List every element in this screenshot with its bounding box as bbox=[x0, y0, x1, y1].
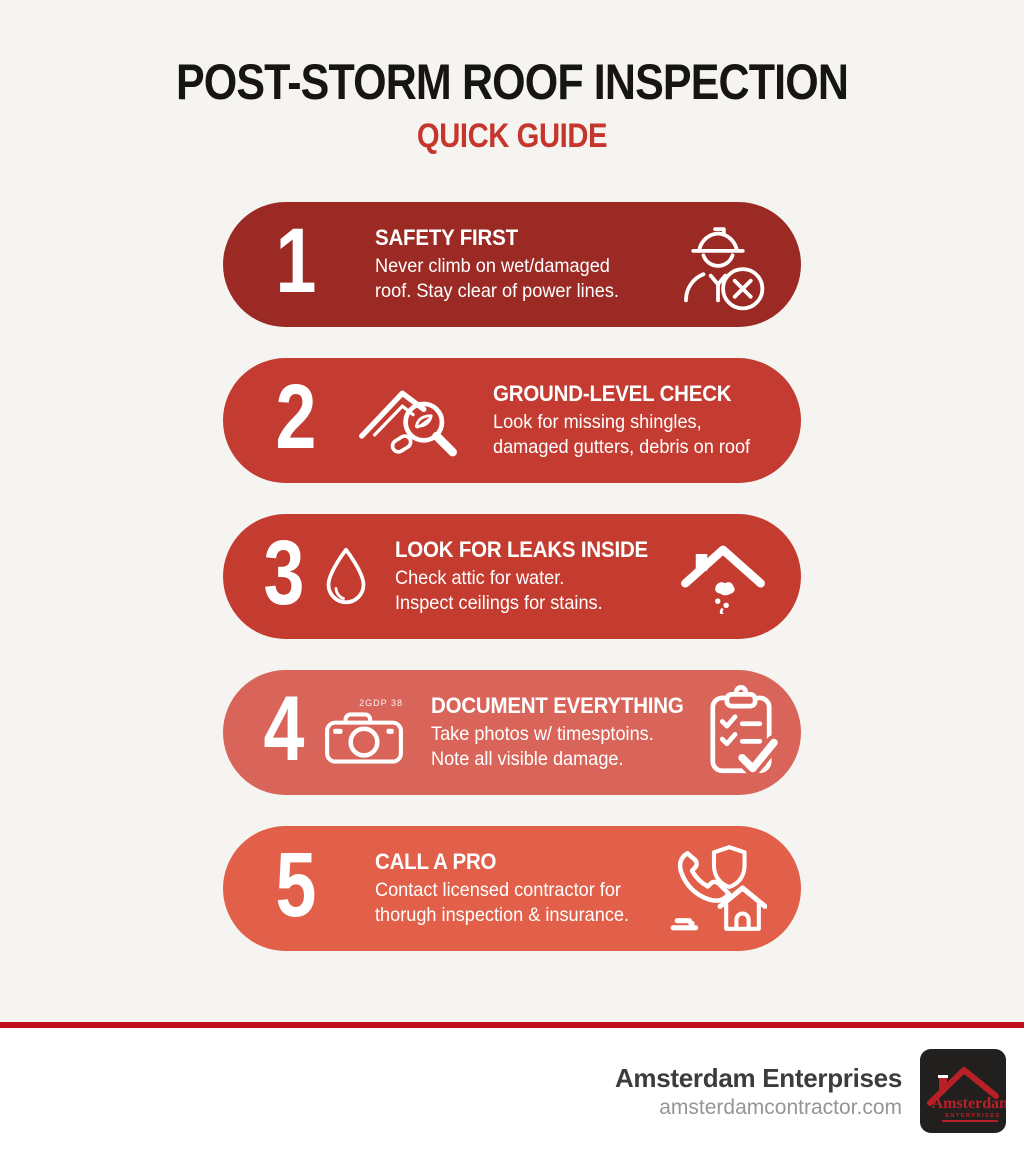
step-card-call-a-pro: 5 CALL A PRO Contact licensed contractor… bbox=[223, 825, 801, 951]
step-line-1: Contact licensed contractor for bbox=[375, 878, 621, 901]
header: POST-STORM ROOF INSPECTION QUICK GUIDE bbox=[0, 0, 1024, 156]
step-number: 4 bbox=[263, 678, 305, 780]
worker-no-climb-icon bbox=[669, 216, 767, 312]
step-card-document-everything: 4 2GDP 38 DOCUMENT EVERYTHING Take photo… bbox=[223, 669, 801, 795]
clipboard-check-icon bbox=[703, 685, 779, 779]
step-text: SAFETY FIRST Never climb on wet/damaged … bbox=[375, 225, 619, 304]
company-logo: Amsterdam ENTERPRISES bbox=[920, 1049, 1006, 1133]
step-line-2: damaged gutters, debris on roof bbox=[493, 435, 751, 458]
footer: Amsterdam Enterprises amsterdamcontracto… bbox=[0, 1028, 1024, 1154]
steps-list: 1 SAFETY FIRST Never climb on wet/damage… bbox=[0, 201, 1024, 951]
step-line-2: Inspect ceilings for stains. bbox=[395, 591, 603, 614]
step-card-ground-level-check: 2 GROUND-LEVEL CHECK Look for missing sh… bbox=[223, 357, 801, 483]
website-url[interactable]: amsterdamcontractor.com bbox=[659, 1095, 902, 1119]
step-line-2: roof. Stay clear of power lines. bbox=[375, 279, 619, 302]
footer-divider-line bbox=[0, 1022, 1024, 1028]
step-line-2: Note all visible damage. bbox=[431, 747, 624, 770]
step-text: CALL A PRO Contact licensed contractor f… bbox=[375, 849, 629, 928]
leaking-roof-icon bbox=[679, 538, 767, 614]
company-name: Amsterdam Enterprises bbox=[614, 1062, 902, 1093]
step-title: LOOK FOR LEAKS INSIDE bbox=[395, 536, 649, 562]
step-number: 1 bbox=[275, 210, 317, 312]
step-text: GROUND-LEVEL CHECK Look for missing shin… bbox=[493, 381, 750, 460]
step-title: GROUND-LEVEL CHECK bbox=[493, 380, 732, 406]
step-card-safety-first: 1 SAFETY FIRST Never climb on wet/damage… bbox=[223, 201, 801, 327]
step-number: 3 bbox=[263, 522, 305, 624]
step-number: 2 bbox=[275, 366, 317, 468]
phone-shield-house-icon bbox=[665, 841, 767, 935]
logo-subtext: ENTERPRISES bbox=[945, 1113, 1000, 1119]
step-text: DOCUMENT EVERYTHING Take photos w/ times… bbox=[431, 693, 684, 772]
camera-icon: 2GDP 38 bbox=[323, 698, 405, 766]
step-line-1: Take photos w/ timesptoins. bbox=[431, 722, 654, 745]
step-text: LOOK FOR LEAKS INSIDE Check attic for wa… bbox=[395, 537, 648, 616]
roof-magnifier-icon bbox=[353, 374, 471, 466]
page-subtitle: QUICK GUIDE bbox=[416, 116, 608, 155]
camera-timestamp-label: 2GDP 38 bbox=[359, 698, 403, 708]
step-line-1: Never climb on wet/damaged bbox=[375, 254, 610, 277]
page-title: POST-STORM ROOF INSPECTION bbox=[175, 54, 849, 110]
water-droplet-icon bbox=[323, 546, 369, 606]
step-line-1: Check attic for water. bbox=[395, 566, 565, 589]
step-line-1: Look for missing shingles, bbox=[493, 410, 702, 433]
logo-wordmark: Amsterdam bbox=[932, 1095, 1006, 1112]
step-title: CALL A PRO bbox=[375, 848, 497, 874]
step-number: 5 bbox=[275, 834, 317, 936]
step-line-2: thorugh inspection & insurance. bbox=[375, 903, 630, 926]
step-title: SAFETY FIRST bbox=[375, 224, 518, 250]
step-card-look-for-leaks: 3 LOOK FOR LEAKS INSIDE Check attic for … bbox=[223, 513, 801, 639]
footer-text: Amsterdam Enterprises amsterdamcontracto… bbox=[615, 1063, 902, 1120]
step-title: DOCUMENT EVERYTHING bbox=[431, 692, 684, 718]
